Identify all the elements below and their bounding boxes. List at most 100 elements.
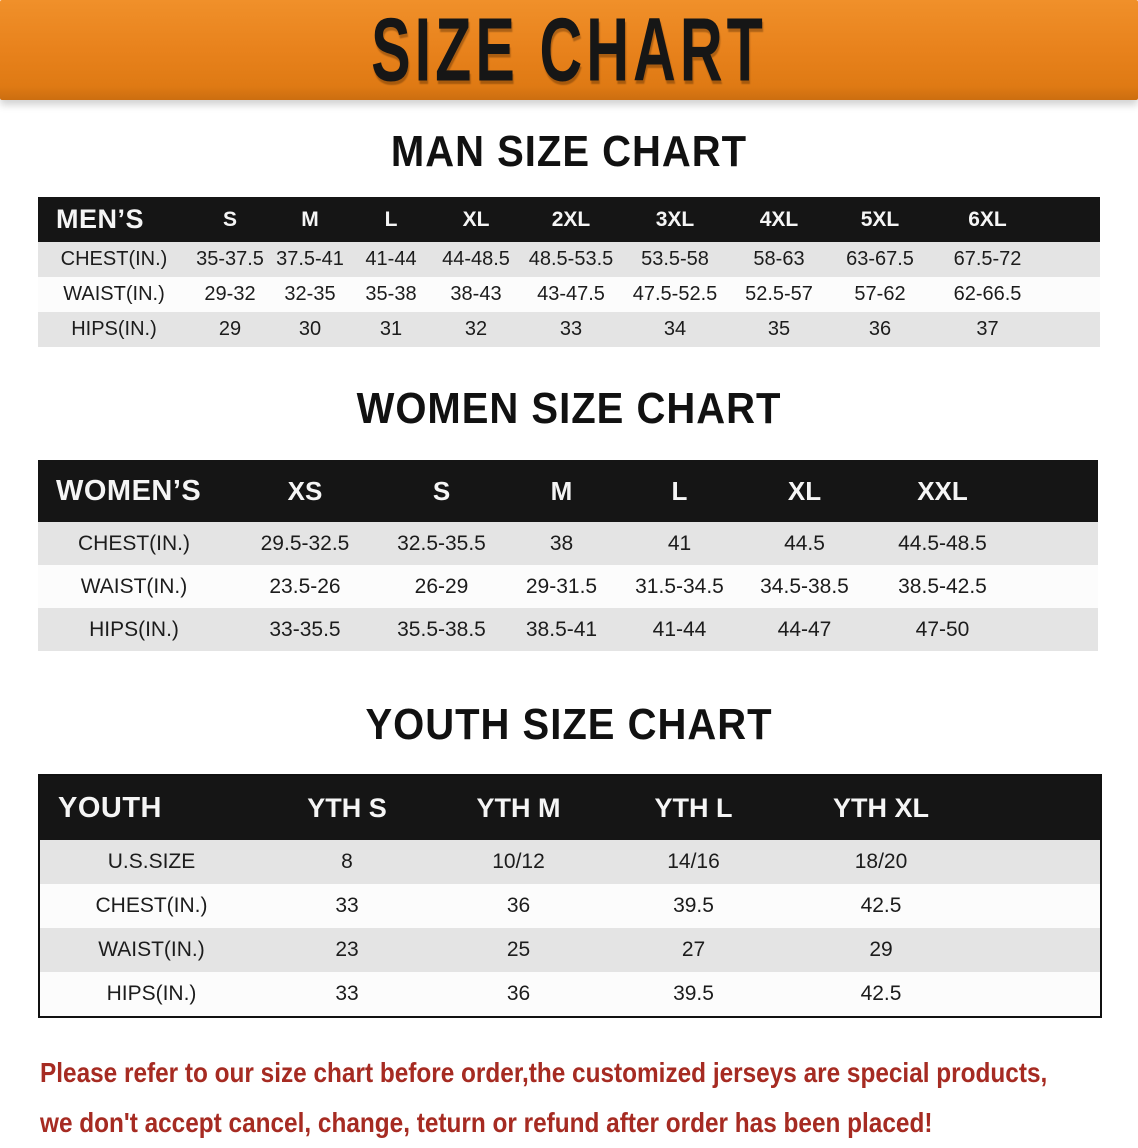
size-cell: 29.5-32.5 — [230, 522, 380, 565]
size-cell: 30 — [270, 312, 350, 347]
table-row: CHEST(IN.) 33 36 39.5 42.5 — [39, 884, 1101, 928]
column-header: 2XL — [520, 197, 622, 242]
filler-cell — [1045, 197, 1100, 242]
filler-cell — [981, 840, 1101, 884]
size-cell: 26-29 — [380, 565, 503, 608]
size-cell: 57-62 — [830, 277, 930, 312]
column-header: XL — [739, 460, 870, 522]
table-header-label: MEN’S — [38, 197, 190, 242]
filler-cell — [981, 972, 1101, 1017]
table-row: U.S.SIZE 8 10/12 14/16 18/20 — [39, 840, 1101, 884]
size-cell: 8 — [263, 840, 431, 884]
size-cell: 63-67.5 — [830, 242, 930, 277]
size-cell: 42.5 — [781, 972, 981, 1017]
column-header: S — [190, 197, 270, 242]
row-label: WAIST(IN.) — [39, 928, 263, 972]
filler-cell — [981, 775, 1101, 840]
row-label: CHEST(IN.) — [38, 242, 190, 277]
filler-cell — [1015, 565, 1098, 608]
column-header: L — [620, 460, 739, 522]
size-cell: 34 — [622, 312, 728, 347]
table-row: CHEST(IN.) 35-37.5 37.5-41 41-44 44-48.5 48.5… — [38, 242, 1100, 277]
table-header-row: WOMEN’S XS S M L XL XXL — [38, 460, 1098, 522]
size-cell: 25 — [431, 928, 606, 972]
size-cell: 33 — [263, 884, 431, 928]
size-cell: 36 — [431, 972, 606, 1017]
size-cell: 62-66.5 — [930, 277, 1045, 312]
youth-size-table: YOUTH YTH S YTH M YTH L YTH XL U.S.SIZE 8 10/12… — [38, 774, 1102, 1018]
size-cell: 33 — [520, 312, 622, 347]
table-header-label: YOUTH — [39, 775, 263, 840]
size-cell: 33 — [263, 972, 431, 1017]
column-header: YTH M — [431, 775, 606, 840]
table-row: CHEST(IN.) 29.5-32.5 32.5-35.5 38 41 44.5 44.5… — [38, 522, 1098, 565]
table-row: WAIST(IN.) 29-32 32-35 35-38 38-43 43-47.5 47.… — [38, 277, 1100, 312]
row-label: HIPS(IN.) — [38, 608, 230, 651]
size-cell: 29 — [190, 312, 270, 347]
column-header: S — [380, 460, 503, 522]
size-cell: 41-44 — [620, 608, 739, 651]
table-row: WAIST(IN.) 23 25 27 29 — [39, 928, 1101, 972]
women-size-table: WOMEN’S XS S M L XL XXL CHEST(IN.) 29.5-32.5 32.5… — [38, 460, 1098, 651]
column-header: YTH L — [606, 775, 781, 840]
men-size-section: MAN SIZE CHART MEN’S S M L XL 2XL 3XL 4XL 5XL 6XL… — [0, 128, 1138, 347]
size-cell: 37.5-41 — [270, 242, 350, 277]
column-header: YTH S — [263, 775, 431, 840]
column-header: L — [350, 197, 432, 242]
column-header: XXL — [870, 460, 1015, 522]
row-label: WAIST(IN.) — [38, 565, 230, 608]
size-cell: 27 — [606, 928, 781, 972]
table-header-row: MEN’S S M L XL 2XL 3XL 4XL 5XL 6XL — [38, 197, 1100, 242]
size-cell: 44-48.5 — [432, 242, 520, 277]
column-header: XL — [432, 197, 520, 242]
size-cell: 33-35.5 — [230, 608, 380, 651]
table-row: HIPS(IN.) 33-35.5 35.5-38.5 38.5-41 41-44 44-… — [38, 608, 1098, 651]
filler-cell — [981, 884, 1101, 928]
size-cell: 58-63 — [728, 242, 830, 277]
filler-cell — [1045, 277, 1100, 312]
table-row: HIPS(IN.) 29 30 31 32 33 34 35 36 37 — [38, 312, 1100, 347]
size-cell: 29 — [781, 928, 981, 972]
size-cell: 52.5-57 — [728, 277, 830, 312]
column-header: M — [270, 197, 350, 242]
column-header: M — [503, 460, 620, 522]
size-cell: 67.5-72 — [930, 242, 1045, 277]
size-cell: 36 — [431, 884, 606, 928]
size-cell: 35 — [728, 312, 830, 347]
men-size-table: MEN’S S M L XL 2XL 3XL 4XL 5XL 6XL CHEST(IN.) 35-37… — [38, 197, 1100, 347]
column-header: XS — [230, 460, 380, 522]
table-row: WAIST(IN.) 23.5-26 26-29 29-31.5 31.5-34.5 34… — [38, 565, 1098, 608]
size-cell: 18/20 — [781, 840, 981, 884]
size-cell: 29-32 — [190, 277, 270, 312]
column-header: 4XL — [728, 197, 830, 242]
row-label: WAIST(IN.) — [38, 277, 190, 312]
youth-section-heading: YOUTH SIZE CHART — [365, 701, 773, 749]
banner-title: SIZE CHART — [371, 0, 767, 101]
size-cell: 23.5-26 — [230, 565, 380, 608]
size-cell: 44.5-48.5 — [870, 522, 1015, 565]
filler-cell — [1045, 242, 1100, 277]
column-header: 5XL — [830, 197, 930, 242]
size-cell: 39.5 — [606, 884, 781, 928]
size-cell: 53.5-58 — [622, 242, 728, 277]
women-size-section: WOMEN SIZE CHART WOMEN’S XS S M L XL XXL CHEST(… — [0, 385, 1138, 651]
disclaimer-note: Please refer to our size chart before or… — [40, 1048, 1138, 1148]
size-cell: 31 — [350, 312, 432, 347]
column-header: 3XL — [622, 197, 728, 242]
size-cell: 47-50 — [870, 608, 1015, 651]
size-cell: 32.5-35.5 — [380, 522, 503, 565]
filler-cell — [981, 928, 1101, 972]
row-label: CHEST(IN.) — [39, 884, 263, 928]
size-cell: 38.5-41 — [503, 608, 620, 651]
size-cell: 34.5-38.5 — [739, 565, 870, 608]
size-cell: 14/16 — [606, 840, 781, 884]
size-cell: 36 — [830, 312, 930, 347]
filler-cell — [1015, 460, 1098, 522]
size-cell: 31.5-34.5 — [620, 565, 739, 608]
filler-cell — [1015, 608, 1098, 651]
disclaimer-line-1: Please refer to our size chart before or… — [40, 1057, 1048, 1088]
size-cell: 35.5-38.5 — [380, 608, 503, 651]
row-label: U.S.SIZE — [39, 840, 263, 884]
size-cell: 41-44 — [350, 242, 432, 277]
size-cell: 43-47.5 — [520, 277, 622, 312]
